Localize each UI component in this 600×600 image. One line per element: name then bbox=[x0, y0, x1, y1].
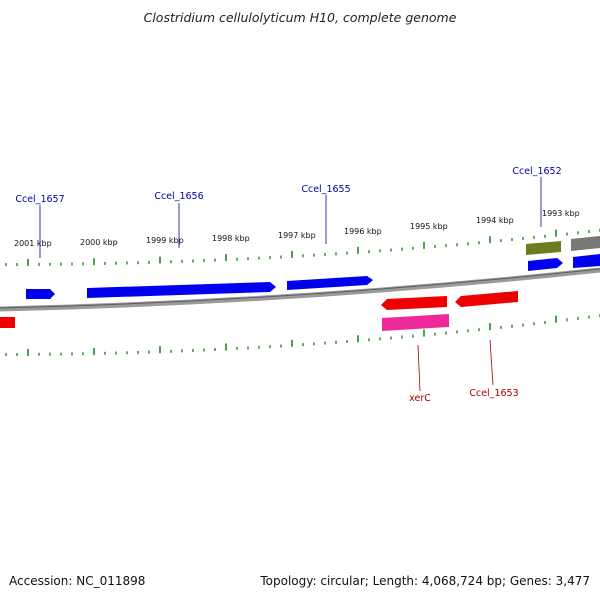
reverse-strand-genes bbox=[0, 291, 518, 331]
gene-arrow-edge-right[interactable] bbox=[573, 254, 600, 268]
forward-gene-labels: Ccel_1657 Ccel_1656 Ccel_1655 Ccel_1652 bbox=[15, 166, 562, 258]
gene-label-ccel-1653[interactable]: Ccel_1653 bbox=[469, 388, 518, 399]
kbp-label: 1996 kbp bbox=[344, 227, 382, 236]
rna-feature-pink[interactable] bbox=[382, 314, 449, 331]
gene-label-ccel-1657[interactable]: Ccel_1657 bbox=[15, 194, 64, 205]
kbp-label: 2001 kbp bbox=[14, 239, 52, 248]
gene-label-ccel-1656[interactable]: Ccel_1656 bbox=[154, 191, 203, 202]
kbp-label: 1999 kbp bbox=[146, 236, 184, 245]
inner-tick-ring bbox=[5, 314, 600, 356]
map-title: Clostridium cellulolyticum H10, complete… bbox=[144, 10, 457, 25]
kbp-label: 1994 kbp bbox=[476, 216, 514, 225]
gene-arrow-ccel-1653[interactable] bbox=[455, 291, 518, 307]
gene-label-ccel-1655[interactable]: Ccel_1655 bbox=[301, 184, 350, 195]
gene-arrow-ccel-1655[interactable] bbox=[287, 276, 373, 290]
kbp-scale: 2001 kbp 2000 kbp 1999 kbp 1998 kbp 1997… bbox=[14, 209, 580, 248]
gene-label-ccel-1652[interactable]: Ccel_1652 bbox=[512, 166, 561, 177]
kbp-label: 1997 kbp bbox=[278, 231, 316, 240]
gene-arrow-near-1993[interactable] bbox=[528, 258, 563, 271]
label-leader bbox=[417, 344, 421, 392]
genome-backbone bbox=[0, 267, 600, 312]
gene-arrow-ccel-1656[interactable] bbox=[87, 282, 276, 298]
gene-label-xerc[interactable]: xerC bbox=[409, 393, 431, 404]
genome-backbone-highlight bbox=[0, 268, 600, 309]
kbp-label: 1995 kbp bbox=[410, 222, 448, 231]
misc-feature-olive[interactable] bbox=[526, 241, 561, 255]
forward-strand-genes bbox=[26, 236, 600, 299]
accession-text: Accession: NC_011898 bbox=[9, 574, 145, 588]
gene-arrow-xerc[interactable] bbox=[381, 296, 447, 310]
kbp-label: 2000 kbp bbox=[80, 238, 118, 247]
genome-summary-text: Topology: circular; Length: 4,068,724 bp… bbox=[259, 574, 590, 588]
reverse-gene-labels: xerC Ccel_1653 bbox=[409, 339, 519, 404]
gene-arrow-edge-left[interactable] bbox=[0, 317, 15, 328]
gene-arrow-ccel-1657[interactable] bbox=[26, 289, 55, 299]
label-leader bbox=[489, 339, 494, 386]
misc-feature-gray[interactable] bbox=[571, 236, 600, 251]
outer-tick-ring bbox=[5, 228, 600, 266]
kbp-label: 1993 kbp bbox=[542, 209, 580, 218]
kbp-label: 1998 kbp bbox=[212, 234, 250, 243]
